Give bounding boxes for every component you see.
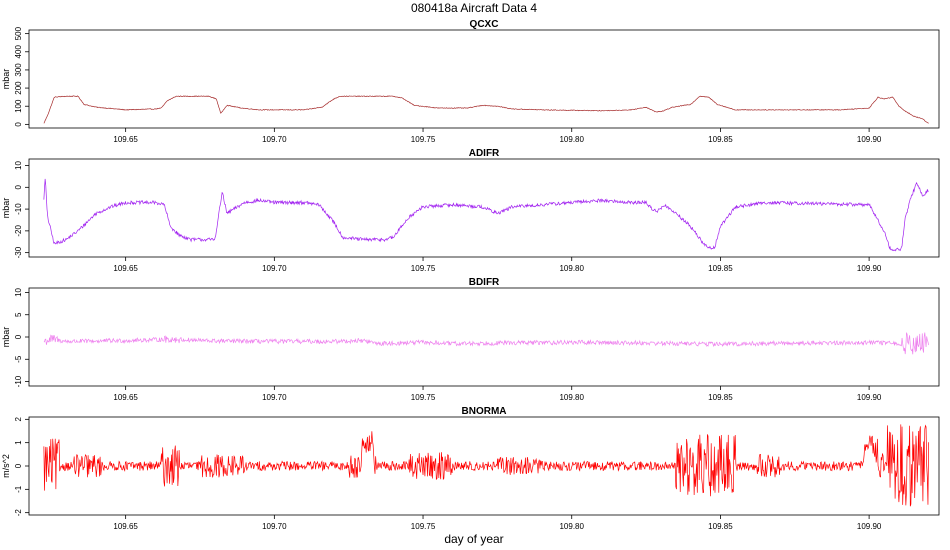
panel-qcxc: QCXC mbar 0 100 200 300 400 500 109.65 109.70 109.… bbox=[1, 19, 940, 144]
y-axis-label: mbar bbox=[1, 198, 11, 219]
x-tick-label: 109.75 bbox=[411, 264, 436, 273]
x-tick-label: 109.80 bbox=[559, 393, 584, 402]
x-tick-label: 109.85 bbox=[708, 135, 733, 144]
x-tick-label: 109.70 bbox=[262, 522, 287, 531]
panel-title: ADIFR bbox=[469, 148, 500, 159]
y-tick-label: 10 bbox=[14, 161, 23, 170]
series-line bbox=[43, 424, 929, 507]
panel-title: BDIFR bbox=[469, 277, 500, 288]
y-tick-label: -20 bbox=[14, 225, 23, 237]
y-tick-label: 0 bbox=[14, 185, 23, 190]
x-tick-label: 109.90 bbox=[857, 393, 882, 402]
x-tick-label: 109.70 bbox=[262, 135, 287, 144]
x-tick-label: 109.90 bbox=[857, 522, 882, 531]
y-tick-label: 300 bbox=[14, 63, 23, 77]
x-tick-label: 109.65 bbox=[113, 393, 138, 402]
x-tick-label: 109.90 bbox=[857, 264, 882, 273]
y-axis-label: m/s^2 bbox=[1, 454, 11, 478]
plot-frame bbox=[28, 416, 940, 516]
x-tick-label: 109.85 bbox=[708, 264, 733, 273]
y-tick-label: 0 bbox=[14, 334, 23, 339]
series-line bbox=[43, 332, 929, 355]
x-tick-label: 109.75 bbox=[411, 393, 436, 402]
plot-frame bbox=[28, 158, 940, 258]
x-tick-label: 109.75 bbox=[411, 135, 436, 144]
y-axis-label: mbar bbox=[1, 69, 11, 90]
panel-adifr: ADIFR mbar -30 -20 -10 0 10 109.65 109.70 109.75 1… bbox=[1, 148, 940, 273]
y-tick-label: -1 bbox=[14, 485, 23, 493]
panel-bdifr: BDIFR mbar -10 -5 0 5 10 109.65 109.70 109.75 109.… bbox=[1, 277, 940, 402]
y-tick-label: 10 bbox=[14, 287, 23, 296]
y-tick-label: -5 bbox=[14, 355, 23, 363]
figure-x-label: day of year bbox=[444, 532, 503, 546]
y-tick-label: 1 bbox=[14, 440, 23, 445]
x-tick-label: 109.90 bbox=[857, 135, 882, 144]
y-tick-label: 2 bbox=[14, 417, 23, 422]
y-tick-label: 200 bbox=[14, 81, 23, 95]
x-tick-label: 109.65 bbox=[113, 135, 138, 144]
x-tick-label: 109.80 bbox=[559, 135, 584, 144]
series-line bbox=[43, 178, 929, 252]
panel-title: BNORMA bbox=[462, 406, 507, 417]
x-tick-label: 109.65 bbox=[113, 522, 138, 531]
y-tick-label: -10 bbox=[14, 375, 23, 387]
y-tick-label: 100 bbox=[14, 99, 23, 113]
figure-title: 080418a Aircraft Data 4 bbox=[411, 1, 537, 15]
y-tick-label: 0 bbox=[14, 122, 23, 127]
x-tick-label: 109.80 bbox=[559, 264, 584, 273]
y-axis-label: mbar bbox=[1, 327, 11, 348]
y-tick-label: 0 bbox=[14, 463, 23, 468]
x-tick-label: 109.85 bbox=[708, 393, 733, 402]
x-tick-label: 109.80 bbox=[559, 522, 584, 531]
series-line bbox=[43, 95, 929, 124]
y-tick-label: 500 bbox=[14, 26, 23, 40]
y-tick-label: -2 bbox=[14, 509, 23, 517]
y-tick-label: 5 bbox=[14, 312, 23, 317]
y-tick-label: -10 bbox=[14, 203, 23, 215]
x-tick-label: 109.65 bbox=[113, 264, 138, 273]
plot-frame bbox=[28, 29, 940, 129]
x-tick-label: 109.85 bbox=[708, 522, 733, 531]
y-tick-label: -30 bbox=[14, 246, 23, 258]
x-tick-label: 109.70 bbox=[262, 393, 287, 402]
panel-title: QCXC bbox=[470, 19, 499, 30]
x-tick-label: 109.70 bbox=[262, 264, 287, 273]
panel-bnorma: BNORMA m/s^2 -2 -1 0 1 2 109.65 109.70 109.75 109.… bbox=[1, 406, 940, 531]
x-tick-label: 109.75 bbox=[411, 522, 436, 531]
y-tick-label: 400 bbox=[14, 45, 23, 59]
